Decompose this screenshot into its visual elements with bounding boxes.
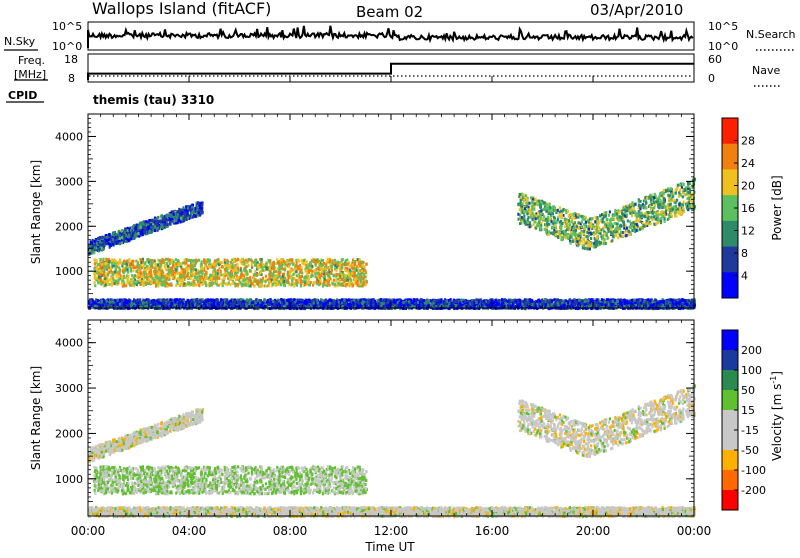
velocity-colorbar-label-main: Velocity [m s: [770, 384, 784, 461]
nsky-panel: N.Sky 10^5 10^0 10^5 10^0 N.Search: [4, 20, 796, 53]
x-tick-3: 12:00: [374, 524, 409, 538]
cpid-program: themis (tau) 3310: [93, 93, 214, 107]
power-colorbar-label: Power [dB]: [770, 175, 784, 240]
velocity-cbar-tick-1: 100: [741, 364, 762, 377]
x-tick-5: 20:00: [576, 524, 611, 538]
power-ytick-3000: 3000: [55, 175, 83, 188]
power-ytick-1000: 1000: [55, 265, 83, 278]
cpid-label: CPID: [8, 89, 37, 102]
power-colorbar: 28 24 20 16 12 8 4: [722, 118, 755, 299]
velocity-panel: 4000 3000 2000 1000 Slant Range [km] 200 100…: [29, 320, 784, 518]
nsky-tick-bottom: 10^0: [52, 40, 82, 53]
power-ylabel: Slant Range [km]: [29, 160, 43, 264]
beam-title: Beam 02: [356, 3, 423, 21]
nsearch-label: N.Search: [746, 28, 796, 41]
velocity-cbar-tick-6: -100: [741, 464, 766, 477]
nsky-series-line: [88, 26, 693, 48]
power-cbar-tick-3: 16: [741, 202, 755, 215]
velocity-ytick-2000: 2000: [55, 427, 83, 440]
nsky-tick-top: 10^5: [52, 20, 82, 33]
power-cbar-tick-1: 24: [741, 157, 755, 170]
velocity-colorbar-label-sup: -1: [769, 376, 778, 384]
nave-tick-0: 0: [708, 72, 715, 85]
nave-label: Nave: [752, 64, 780, 77]
power-scatter-field: [88, 177, 696, 310]
nave-tick-60: 60: [708, 53, 722, 66]
power-cbar-tick-2: 20: [741, 180, 755, 193]
x-tick-1: 04:00: [172, 524, 207, 538]
power-ytick-2000: 2000: [55, 220, 83, 233]
velocity-cbar-tick-7: -200: [741, 484, 766, 497]
velocity-cbar-tick-5: -50: [741, 444, 759, 457]
nsky-label: N.Sky: [4, 35, 36, 48]
velocity-cbar-tick-0: 200: [741, 344, 762, 357]
nsearch-tick-top: 10^5: [708, 20, 738, 33]
velocity-ylabel: Slant Range [km]: [29, 366, 43, 470]
power-panel: 4000 3000 2000 1000 Slant Range [km] 28 24 20…: [29, 114, 784, 310]
velocity-cbar-tick-2: 50: [741, 384, 755, 397]
velocity-colorbar-label-end: ]: [770, 371, 784, 376]
power-cbar-tick-0: 28: [741, 135, 755, 148]
station-title: Wallops Island (fitACF): [92, 0, 271, 18]
date-title: 03/Apr/2010: [590, 1, 683, 19]
velocity-scatter-field: [88, 384, 696, 518]
velocity-colorbar: 200 100 50 15 -15 -50 -100 -200: [722, 330, 766, 511]
x-tick-2: 08:00: [273, 524, 308, 538]
velocity-ytick-1000: 1000: [55, 473, 83, 486]
velocity-ytick-3000: 3000: [55, 382, 83, 395]
x-tick-6: 00:00: [677, 524, 712, 538]
freq-label-line2: [MHz]: [14, 68, 46, 81]
x-tick-4: 16:00: [475, 524, 510, 538]
freq-tick-18: 18: [64, 53, 78, 66]
power-cbar-tick-6: 4: [741, 270, 748, 283]
velocity-ytick-4000: 4000: [55, 337, 83, 350]
power-ytick-4000: 4000: [55, 130, 83, 143]
velocity-cbar-tick-4: -15: [741, 424, 759, 437]
freq-tick-8: 8: [68, 72, 75, 85]
freq-panel: Freq. [MHz] 18 8 60 0 Nave CPID themis (…: [6, 53, 782, 107]
nsearch-tick-bottom: 10^0: [708, 40, 738, 53]
x-tick-0: 00:00: [71, 524, 106, 538]
power-cbar-tick-4: 12: [741, 225, 755, 238]
x-axis-label: Time UT: [364, 540, 415, 554]
power-cbar-tick-5: 8: [741, 247, 748, 260]
velocity-colorbar-label: Velocity [m s-1]: [769, 371, 784, 461]
velocity-cbar-tick-3: 15: [741, 404, 755, 417]
freq-label-line1: Freq.: [18, 54, 45, 67]
